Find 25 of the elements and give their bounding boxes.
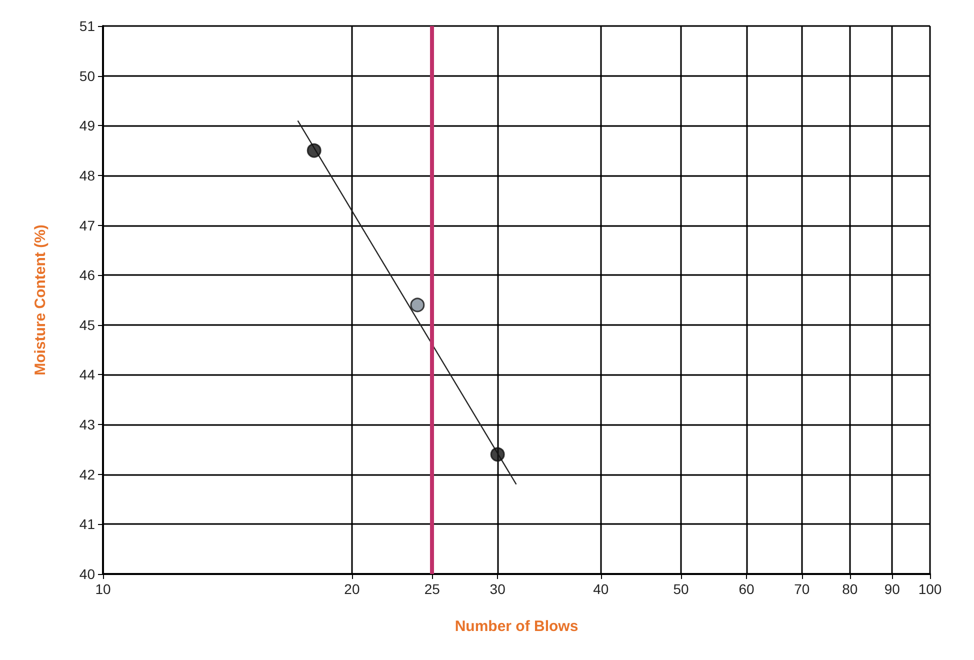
y-tick-label: 40: [79, 566, 96, 582]
y-axis-title: Moisture Content (%): [32, 224, 49, 376]
x-tick-label: 70: [794, 581, 810, 597]
y-tick-label: 47: [79, 217, 96, 234]
x-tick-label: 10: [95, 581, 111, 597]
y-tick-label: 51: [79, 18, 96, 34]
x-tick-label: 40: [593, 581, 609, 597]
y-tick-label: 41: [79, 516, 96, 532]
x-axis-title: Number of Blows: [454, 618, 578, 635]
x-tick-label: 25: [424, 581, 440, 597]
y-tick-label: 48: [79, 167, 96, 184]
x-tick-label: 20: [344, 581, 360, 597]
x-tick-label: 30: [490, 581, 506, 597]
y-tick-label: 43: [79, 416, 96, 433]
y-tick-label: 46: [79, 267, 96, 284]
x-tick-label: 60: [738, 581, 755, 597]
x-tick-label: 50: [673, 581, 690, 597]
x-tick-label: 90: [884, 581, 900, 597]
y-tick-label: 42: [79, 466, 96, 482]
y-tick-label: 44: [79, 366, 96, 383]
x-tick-label: 80: [842, 581, 858, 597]
y-tick-label: 50: [79, 68, 96, 84]
y-tick-label: 45: [79, 316, 96, 333]
x-tick-label: 100: [918, 581, 942, 597]
y-tick-label: 49: [79, 118, 96, 134]
